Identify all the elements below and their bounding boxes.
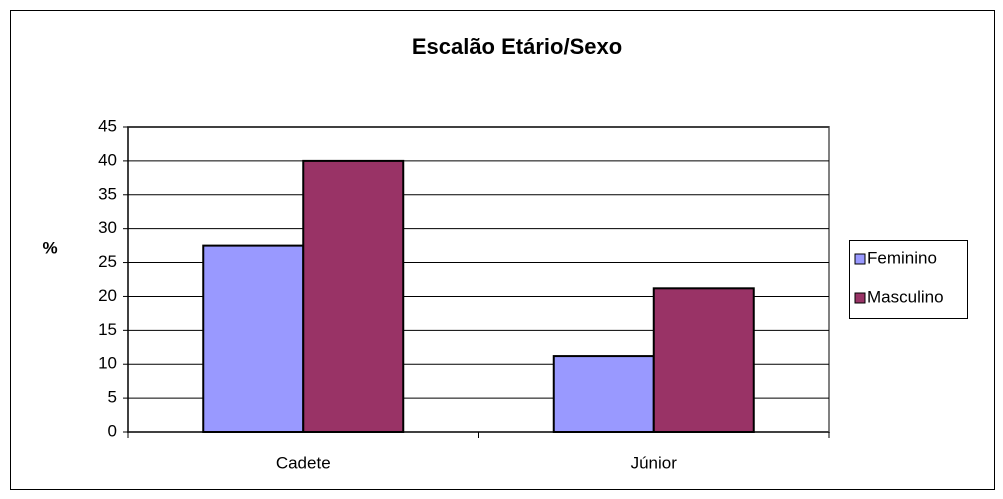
y-tick-label: 30 <box>98 218 117 237</box>
y-tick-label: 10 <box>98 354 117 373</box>
legend-swatch <box>854 253 866 265</box>
bar <box>652 287 755 433</box>
legend-box <box>849 240 968 319</box>
legend-swatch <box>854 292 866 304</box>
y-tick-label: 25 <box>98 252 117 271</box>
y-tick-label: 0 <box>108 421 117 440</box>
y-tick-label: 35 <box>98 184 117 203</box>
y-axis-label: % <box>42 238 57 257</box>
legend-label: Feminino <box>867 248 937 267</box>
y-tick-label: 20 <box>98 286 117 305</box>
x-tick-label: Júnior <box>631 453 678 472</box>
bar <box>302 159 405 433</box>
y-tick-label: 45 <box>98 116 117 135</box>
chart-title: Escalão Etário/Sexo <box>412 34 622 59</box>
bar <box>552 355 655 434</box>
bar <box>202 244 305 433</box>
y-tick-label: 15 <box>98 320 117 339</box>
y-tick-label: 40 <box>98 150 117 169</box>
y-tick-label: 5 <box>108 388 117 407</box>
x-tick-label: Cadete <box>276 453 331 472</box>
legend-label: Masculino <box>867 287 944 306</box>
